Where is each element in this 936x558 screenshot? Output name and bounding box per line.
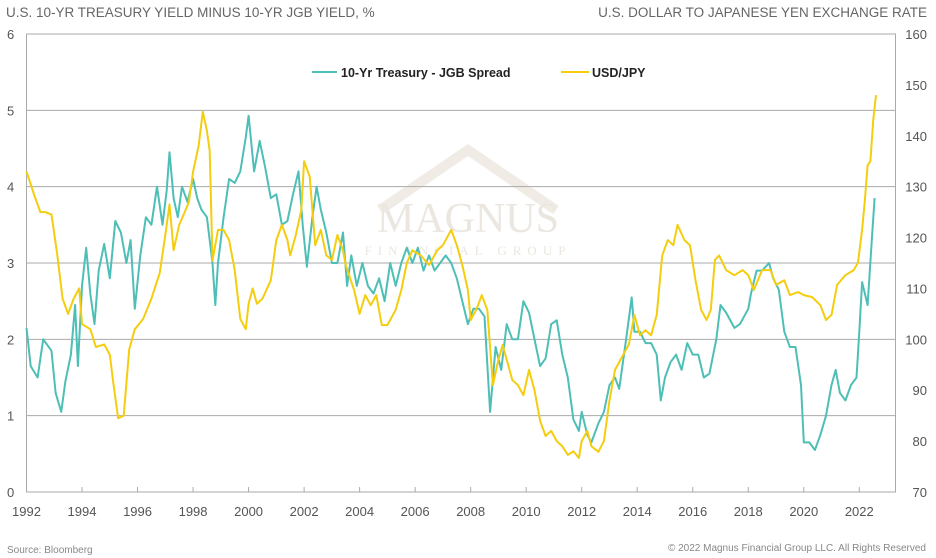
x-tick-label: 2012 — [567, 504, 596, 519]
watermark-logo: MAGNUS FINANCIAL GROUP — [365, 143, 572, 258]
legend-label-spread: 10-Yr Treasury - JGB Spread — [341, 66, 511, 80]
x-tick-label: 2000 — [234, 504, 263, 519]
legend-label-usdjpy: USD/JPY — [592, 66, 646, 80]
y-left-tick-label: 2 — [7, 332, 14, 347]
right-axis-title: U.S. DOLLAR TO JAPANESE YEN EXCHANGE RAT… — [598, 5, 927, 20]
x-tick-label: 1996 — [123, 504, 152, 519]
copyright-note: © 2022 Magnus Financial Group LLC. All R… — [668, 543, 926, 554]
y-right-tick-label: 160 — [905, 27, 927, 42]
y-right-tick-label: 150 — [905, 78, 927, 93]
y-right-tick-label: 130 — [905, 180, 927, 195]
x-tick-label: 2014 — [623, 504, 652, 519]
y-right-tick-label: 80 — [913, 434, 927, 449]
x-tick-label: 2020 — [789, 504, 818, 519]
y-left-tick-label: 6 — [7, 27, 14, 42]
x-tick-label: 2016 — [678, 504, 707, 519]
x-tick-label: 2008 — [456, 504, 485, 519]
y-left-tick-label: 1 — [7, 409, 14, 424]
y-left-tick-label: 4 — [7, 180, 14, 195]
x-tick-label: 1998 — [179, 504, 208, 519]
y-axis-left: 0 1 2 3 4 5 6 — [7, 27, 14, 500]
y-right-tick-label: 110 — [906, 281, 927, 296]
source-note: Source: Bloomberg — [7, 545, 93, 556]
left-axis-title: U.S. 10-YR TREASURY YIELD MINUS 10-YR JG… — [6, 5, 375, 20]
y-right-tick-label: 90 — [913, 383, 927, 398]
y-left-tick-label: 5 — [7, 103, 14, 118]
y-right-tick-label: 100 — [905, 332, 927, 347]
y-right-tick-label: 70 — [913, 485, 927, 500]
x-tick-label: 1992 — [12, 504, 41, 519]
x-tick-label: 2002 — [290, 504, 319, 519]
svg-text:MAGNUS: MAGNUS — [377, 196, 559, 242]
y-right-tick-label: 120 — [905, 231, 927, 246]
x-axis: 1992 1994 1996 1998 2000 2002 2004 2006 2008 2010… — [12, 487, 874, 519]
x-tick-label: 2006 — [401, 504, 430, 519]
plot-frame — [26, 33, 896, 493]
svg-text:FINANCIAL GROUP: FINANCIAL GROUP — [365, 243, 572, 258]
x-tick-label: 2004 — [345, 504, 374, 519]
y-left-tick-label: 0 — [7, 485, 14, 500]
series-line-spread — [25, 114, 876, 451]
y-axis-right: 70 80 90 100 110 120 130 140 150 160 — [905, 27, 927, 500]
series-line-usdjpy — [25, 94, 877, 459]
x-tick-label: 2010 — [512, 504, 541, 519]
legend: 10-Yr Treasury - JGB Spread USD/JPY — [312, 66, 646, 80]
x-tick-label: 1994 — [68, 504, 97, 519]
x-tick-label: 2018 — [734, 504, 763, 519]
x-tick-label: 2022 — [845, 504, 874, 519]
series-lines — [25, 94, 877, 459]
y-right-tick-label: 140 — [905, 129, 927, 144]
y-left-tick-label: 3 — [7, 256, 14, 271]
